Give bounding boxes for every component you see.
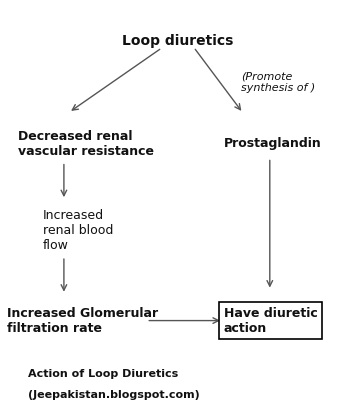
- Text: Increased
renal blood
flow: Increased renal blood flow: [43, 209, 113, 252]
- Text: (Promote
synthesis of ): (Promote synthesis of ): [241, 72, 316, 93]
- Text: (Jeepakistan.blogspot.com): (Jeepakistan.blogspot.com): [28, 390, 200, 399]
- Text: Increased Glomerular
filtration rate: Increased Glomerular filtration rate: [7, 307, 158, 335]
- Text: Prostaglandin: Prostaglandin: [224, 137, 321, 150]
- Text: Action of Loop Diuretics: Action of Loop Diuretics: [28, 369, 179, 379]
- Text: Loop diuretics: Loop diuretics: [122, 34, 233, 48]
- Text: Decreased renal
vascular resistance: Decreased renal vascular resistance: [18, 130, 154, 158]
- Text: Have diuretic
action: Have diuretic action: [224, 307, 317, 335]
